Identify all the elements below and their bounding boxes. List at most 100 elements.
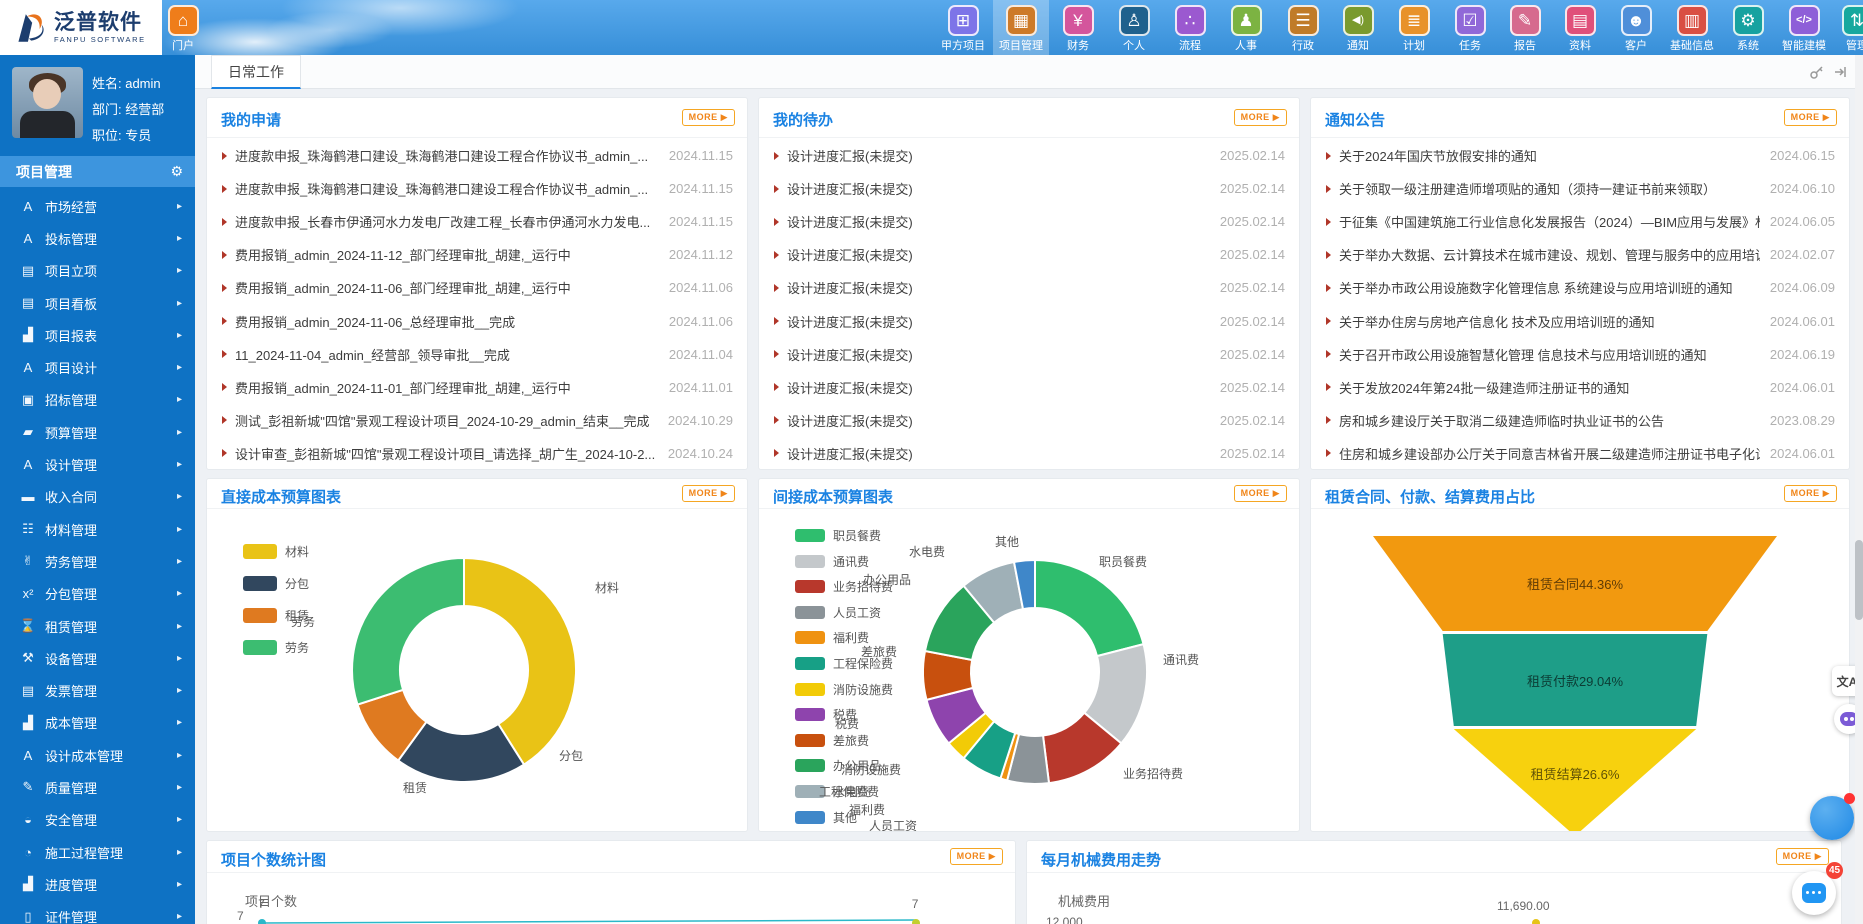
- sidebar-item-10[interactable]: ▬收入合同▸: [0, 481, 195, 513]
- list-item[interactable]: 设计进度汇报(未提交)2025.02.14: [759, 238, 1299, 271]
- legend-item[interactable]: 差旅费: [795, 732, 869, 749]
- sidebar-item-21[interactable]: ◔施工过程管理▸: [0, 836, 195, 868]
- list-item[interactable]: 关于举办住房与房地产信息化 技术及应用培训班的通知2024.06.01: [1311, 304, 1849, 337]
- more-button[interactable]: MORE ▶: [1234, 485, 1287, 502]
- nav-item-8[interactable]: ☰行政: [1275, 0, 1331, 55]
- list-item[interactable]: 费用报销_admin_2024-11-06_总经理审批__完成2024.11.0…: [207, 304, 747, 337]
- list-item[interactable]: 关于举办市政公用设施数字化管理信息 系统建设与应用培训班的通知2024.06.0…: [1311, 271, 1849, 304]
- nav-item-17[interactable]: </>智能建模: [1776, 0, 1832, 55]
- list-item[interactable]: 测试_彭祖新城"四馆"景观工程设计项目_2024-10-29_admin_结束_…: [207, 404, 747, 437]
- nav-item-11[interactable]: ☑任务: [1442, 0, 1498, 55]
- list-item[interactable]: 住房和城乡建设部办公厅关于同意吉林省开展二级建造师注册证书电子化试点...202…: [1311, 437, 1849, 470]
- list-item[interactable]: 关于发放2024年第24批一级建造师注册证书的通知2024.06.01: [1311, 371, 1849, 404]
- list-item[interactable]: 进度款申报_珠海鹤港口建设_珠海鹤港口建设工程合作协议书_admin_...20…: [207, 172, 747, 205]
- list-item[interactable]: 设计进度汇报(未提交)2025.02.14: [759, 304, 1299, 337]
- nav-item-14[interactable]: ☻客户: [1608, 0, 1664, 55]
- nav-item-9[interactable]: ◀)通知: [1330, 0, 1386, 55]
- nav-item-18[interactable]: ⇅管理: [1829, 0, 1863, 55]
- nav-item-16[interactable]: ⚙系统: [1720, 0, 1776, 55]
- gear-icon[interactable]: ⚙: [170, 163, 183, 180]
- sidebar-item-16[interactable]: ▤发票管理▸: [0, 674, 195, 706]
- sidebar-item-7[interactable]: ▣招标管理▸: [0, 384, 195, 416]
- key-icon[interactable]: [1809, 64, 1825, 80]
- legend-item[interactable]: 通讯费: [795, 553, 869, 570]
- sidebar-item-13[interactable]: x²分包管理▸: [0, 578, 195, 610]
- sidebar-item-6[interactable]: A项目设计▸: [0, 351, 195, 383]
- sidebar-item-1[interactable]: A市场经营▸: [0, 190, 195, 222]
- list-item[interactable]: 设计进度汇报(未提交)2025.02.14: [759, 404, 1299, 437]
- list-item[interactable]: 费用报销_admin_2024-11-01_部门经理审批_胡建,_运行中2024…: [207, 371, 747, 404]
- nav-item-10[interactable]: ≣计划: [1386, 0, 1442, 55]
- sidebar-item-12[interactable]: ✌劳务管理▸: [0, 545, 195, 577]
- list-item[interactable]: 关于举办大数据、云计算技术在城市建设、规划、管理与服务中的应用培训班...202…: [1311, 238, 1849, 271]
- sidebar-item-11[interactable]: ☷材料管理▸: [0, 513, 195, 545]
- sidebar-item-label: 质量管理: [45, 778, 97, 797]
- sidebar-item-9[interactable]: A设计管理▸: [0, 448, 195, 480]
- legend-item[interactable]: 材料: [243, 543, 309, 560]
- nav-item-3[interactable]: ▦项目管理: [993, 0, 1049, 55]
- sidebar-item-22[interactable]: ▟进度管理▸: [0, 868, 195, 900]
- list-item[interactable]: 进度款申报_珠海鹤港口建设_珠海鹤港口建设工程合作协议书_admin_...20…: [207, 139, 747, 172]
- list-item[interactable]: 设计进度汇报(未提交)2025.02.14: [759, 271, 1299, 304]
- list-item[interactable]: 于征集《中国建筑施工行业信息化发展报告（2024）—BIM应用与发展》材料...…: [1311, 205, 1849, 238]
- legend-item[interactable]: 劳务: [243, 639, 309, 656]
- legend-item[interactable]: 福利费: [795, 629, 869, 646]
- notification-bubble-button[interactable]: [1810, 796, 1854, 840]
- legend-item[interactable]: 人员工资: [795, 604, 881, 621]
- sidebar-item-3[interactable]: ▤项目立项▸: [0, 255, 195, 287]
- sidebar-item-4[interactable]: ▤项目看板▸: [0, 287, 195, 319]
- tab-daily-work[interactable]: 日常工作: [211, 55, 301, 89]
- sidebar-item-5[interactable]: ▟项目报表▸: [0, 319, 195, 351]
- sidebar-item-20[interactable]: ◒安全管理▸: [0, 804, 195, 836]
- more-button[interactable]: MORE ▶: [950, 848, 1003, 865]
- sidebar-item-14[interactable]: ⌛租赁管理▸: [0, 610, 195, 642]
- list-item[interactable]: 设计进度汇报(未提交)2025.02.14: [759, 338, 1299, 371]
- y-axis-tick: 7: [237, 909, 244, 923]
- legend-item[interactable]: 消防设施费: [795, 681, 893, 698]
- legend-item[interactable]: 其他: [795, 809, 857, 826]
- list-item[interactable]: 设计审查_彭祖新城"四馆"景观工程设计项目_请选择_胡广生_2024-10-2.…: [207, 437, 747, 470]
- more-button[interactable]: MORE ▶: [1776, 848, 1829, 865]
- list-item[interactable]: 11_2024-11-04_admin_经营部_领导审批__完成2024.11.…: [207, 338, 747, 371]
- nav-item-label: 甲方项目: [935, 37, 991, 53]
- nav-item-7[interactable]: ♟人事: [1218, 0, 1274, 55]
- nav-item-6[interactable]: ∴流程: [1162, 0, 1218, 55]
- list-item[interactable]: 费用报销_admin_2024-11-06_部门经理审批_胡建,_运行中2024…: [207, 271, 747, 304]
- list-item[interactable]: 房和城乡建设厅关于取消二级建造师临时执业证书的公告2023.08.29: [1311, 404, 1849, 437]
- more-button[interactable]: MORE ▶: [1234, 109, 1287, 126]
- sidebar-item-15[interactable]: ⚒设备管理▸: [0, 642, 195, 674]
- list-item[interactable]: 设计进度汇报(未提交)2025.02.14: [759, 437, 1299, 470]
- list-item[interactable]: 费用报销_admin_2024-11-12_部门经理审批_胡建,_运行中2024…: [207, 238, 747, 271]
- nav-item-12[interactable]: ✎报告: [1497, 0, 1553, 55]
- more-button[interactable]: MORE ▶: [1784, 109, 1837, 126]
- more-button[interactable]: MORE ▶: [1784, 485, 1837, 502]
- nav-item-5[interactable]: ♙个人: [1106, 0, 1162, 55]
- list-item[interactable]: 关于召开市政公用设施智慧化管理 信息技术与应用培训班的通知2024.06.19: [1311, 338, 1849, 371]
- sidebar-item-19[interactable]: ✎质量管理▸: [0, 771, 195, 803]
- nav-item-15[interactable]: ▥基础信息: [1664, 0, 1720, 55]
- legend-item[interactable]: 职员餐费: [795, 527, 881, 544]
- more-button[interactable]: MORE ▶: [682, 109, 735, 126]
- nav-item-2[interactable]: ⊞甲方项目: [935, 0, 991, 55]
- list-item[interactable]: 关于2024年国庆节放假安排的通知2024.06.15: [1311, 139, 1849, 172]
- sidebar-item-2[interactable]: A投标管理▸: [0, 222, 195, 254]
- scrollbar-track[interactable]: [1855, 55, 1863, 924]
- sidebar-section-header[interactable]: 项目管理 ⚙: [0, 156, 195, 187]
- nav-item-4[interactable]: ¥财务: [1050, 0, 1106, 55]
- legend-item[interactable]: 分包: [243, 575, 309, 592]
- list-item[interactable]: 设计进度汇报(未提交)2025.02.14: [759, 371, 1299, 404]
- sidebar-item-23[interactable]: ▯证件管理▸: [0, 901, 195, 924]
- nav-item-13[interactable]: ▤资料: [1552, 0, 1608, 55]
- list-item[interactable]: 设计进度汇报(未提交)2025.02.14: [759, 139, 1299, 172]
- list-item[interactable]: 设计进度汇报(未提交)2025.02.14: [759, 205, 1299, 238]
- list-item[interactable]: 设计进度汇报(未提交)2025.02.14: [759, 172, 1299, 205]
- scrollbar-thumb[interactable]: [1855, 540, 1863, 620]
- sidebar-item-8[interactable]: ▰预算管理▸: [0, 416, 195, 448]
- list-item[interactable]: 关于领取一级注册建造师增项贴的通知（须持一建证书前来领取）2024.06.10: [1311, 172, 1849, 205]
- sidebar-item-18[interactable]: A设计成本管理▸: [0, 739, 195, 771]
- sidebar-item-17[interactable]: ▟成本管理▸: [0, 707, 195, 739]
- list-item[interactable]: 进度款申报_长春市伊通河水力发电厂改建工程_长春市伊通河水力发电...2024.…: [207, 205, 747, 238]
- collapse-arrow-icon[interactable]: [1833, 64, 1849, 80]
- nav-item-1[interactable]: ⌂门户: [155, 0, 211, 55]
- more-button[interactable]: MORE ▶: [682, 485, 735, 502]
